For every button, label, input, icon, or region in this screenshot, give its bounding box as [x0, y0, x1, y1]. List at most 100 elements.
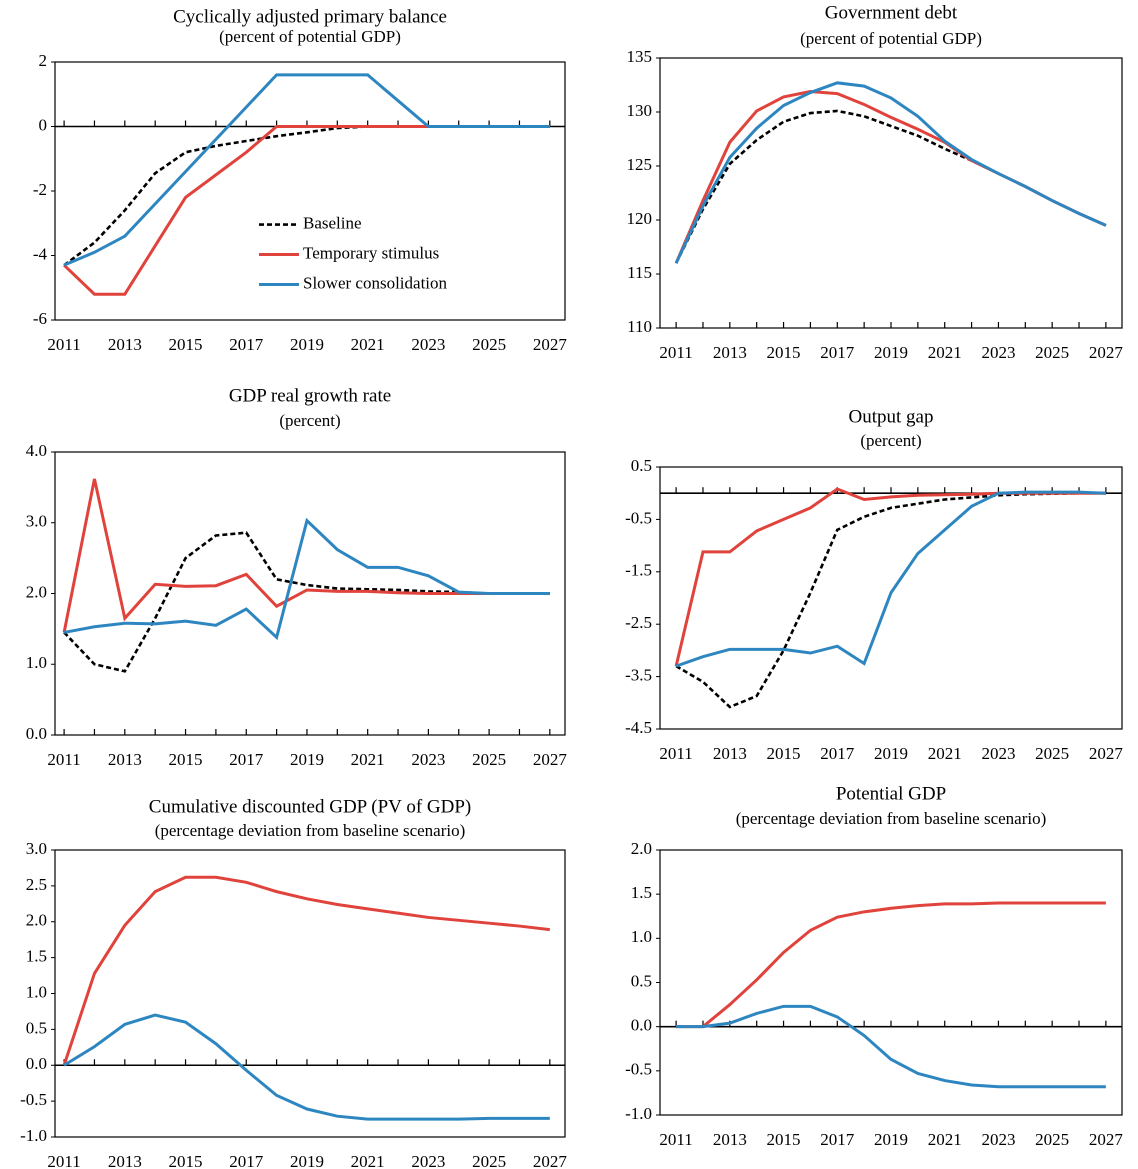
legend-label: Temporary stimulus — [303, 243, 439, 262]
legend-label: Baseline — [303, 213, 362, 232]
y-tick-label: 1.0 — [631, 927, 652, 946]
y-tick-label: 0.5 — [631, 971, 652, 990]
y-tick-label: -6 — [33, 309, 47, 328]
x-tick-label: 2019 — [874, 1130, 908, 1149]
x-tick-label: 2023 — [411, 1152, 445, 1169]
y-tick-label: 1.0 — [26, 982, 47, 1001]
x-tick-label: 2023 — [981, 744, 1015, 763]
x-tick-label: 2023 — [981, 1130, 1015, 1149]
chart-subtitle: (percent) — [279, 411, 340, 430]
x-tick-label: 2027 — [1089, 343, 1124, 362]
y-tick-label: -2.5 — [625, 613, 652, 632]
x-tick-label: 2017 — [229, 1152, 264, 1169]
series-line — [63, 531, 550, 673]
x-tick-label: 2013 — [108, 750, 142, 769]
x-tick-label: 2017 — [820, 1130, 855, 1149]
y-tick-label: 2 — [39, 51, 48, 70]
series-line — [675, 490, 1106, 668]
x-tick-label: 2015 — [767, 1130, 801, 1149]
x-tick-label: 2021 — [351, 1152, 385, 1169]
x-tick-label: 2015 — [767, 744, 801, 763]
y-tick-label: 2.5 — [26, 875, 47, 894]
y-tick-label: 3.0 — [26, 839, 47, 858]
y-tick-label: 125 — [627, 155, 653, 174]
x-tick-label: 2025 — [472, 335, 506, 354]
series-line — [676, 1004, 1106, 1089]
series-line — [63, 125, 550, 296]
x-tick-label: 2019 — [290, 335, 324, 354]
chart-subtitle: (percent of potential GDP) — [219, 27, 401, 46]
chart-title: Government debt — [825, 2, 958, 23]
x-tick-label: 2015 — [169, 1152, 203, 1169]
x-tick-label: 2017 — [820, 744, 855, 763]
y-tick-label: 0.5 — [631, 456, 652, 475]
chart-title: Cumulative discounted GDP (PV of GDP) — [149, 796, 471, 817]
y-tick-label: -3.5 — [625, 666, 652, 685]
y-tick-label: 120 — [627, 209, 653, 228]
x-tick-label: 2021 — [928, 1130, 962, 1149]
y-tick-label: -0.5 — [20, 1090, 47, 1109]
y-tick-label: -4.5 — [625, 718, 652, 737]
x-tick-label: 2011 — [47, 1152, 80, 1169]
y-tick-label: -1.0 — [625, 1104, 652, 1123]
x-tick-label: 2017 — [229, 335, 264, 354]
plot-frame — [659, 466, 1123, 730]
series-line — [62, 875, 550, 1066]
x-tick-label: 2023 — [411, 750, 445, 769]
chart-title: Cyclically adjusted primary balance — [173, 6, 447, 27]
x-tick-label: 2025 — [1035, 343, 1069, 362]
y-tick-label: -2 — [33, 180, 47, 199]
y-tick-label: 2.0 — [26, 911, 47, 930]
x-tick-label: 2013 — [108, 335, 142, 354]
y-tick-label: -0.5 — [625, 508, 652, 527]
y-tick-label: 0.5 — [26, 1018, 47, 1037]
x-tick-label: 2021 — [928, 343, 962, 362]
x-tick-label: 2025 — [472, 1152, 506, 1169]
y-tick-label: 115 — [627, 263, 652, 282]
x-tick-label: 2027 — [1089, 1130, 1124, 1149]
plot-frame — [54, 849, 566, 1138]
chart-subtitle: (percent) — [860, 431, 921, 450]
x-tick-label: 2021 — [928, 744, 962, 763]
x-tick-label: 2019 — [290, 1152, 324, 1169]
x-tick-label: 2013 — [713, 744, 747, 763]
x-tick-label: 2025 — [1035, 744, 1069, 763]
y-tick-label: 1.5 — [26, 947, 47, 966]
y-tick-label: -4 — [33, 244, 48, 263]
x-tick-label: 2011 — [659, 1130, 692, 1149]
y-tick-label: 0 — [39, 115, 48, 134]
x-tick-label: 2025 — [1035, 1130, 1069, 1149]
x-tick-label: 2011 — [47, 335, 80, 354]
y-tick-label: 2.0 — [631, 839, 652, 858]
series-line — [63, 73, 550, 267]
x-tick-label: 2021 — [351, 750, 385, 769]
chart-subtitle: (percentage deviation from baseline scen… — [155, 821, 466, 840]
y-tick-label: -0.5 — [625, 1060, 652, 1079]
chart-title: GDP real growth rate — [229, 385, 391, 406]
y-tick-label: 0.0 — [631, 1016, 652, 1035]
series-line — [675, 491, 1106, 709]
y-tick-label: 110 — [627, 317, 652, 336]
y-tick-label: 1.5 — [631, 883, 652, 902]
series-line — [674, 89, 1107, 264]
x-tick-label: 2027 — [1089, 744, 1124, 763]
y-tick-label: 4.0 — [26, 441, 47, 460]
y-tick-label: 2.0 — [26, 582, 47, 601]
x-tick-label: 2025 — [472, 750, 506, 769]
x-tick-label: 2019 — [874, 343, 908, 362]
y-tick-label: 1.0 — [26, 653, 47, 672]
chart-title: Potential GDP — [836, 783, 946, 804]
x-tick-label: 2017 — [820, 343, 855, 362]
x-tick-label: 2013 — [108, 1152, 142, 1169]
x-tick-label: 2023 — [981, 343, 1015, 362]
x-tick-label: 2019 — [290, 750, 324, 769]
y-tick-label: 0.0 — [26, 1054, 47, 1073]
y-tick-label: 135 — [627, 47, 653, 66]
chart-subtitle: (percent of potential GDP) — [800, 29, 982, 48]
x-tick-label: 2027 — [533, 750, 568, 769]
series-line — [63, 1013, 550, 1121]
x-tick-label: 2011 — [659, 343, 692, 362]
plot-frame — [659, 849, 1123, 1116]
x-tick-label: 2011 — [47, 750, 80, 769]
